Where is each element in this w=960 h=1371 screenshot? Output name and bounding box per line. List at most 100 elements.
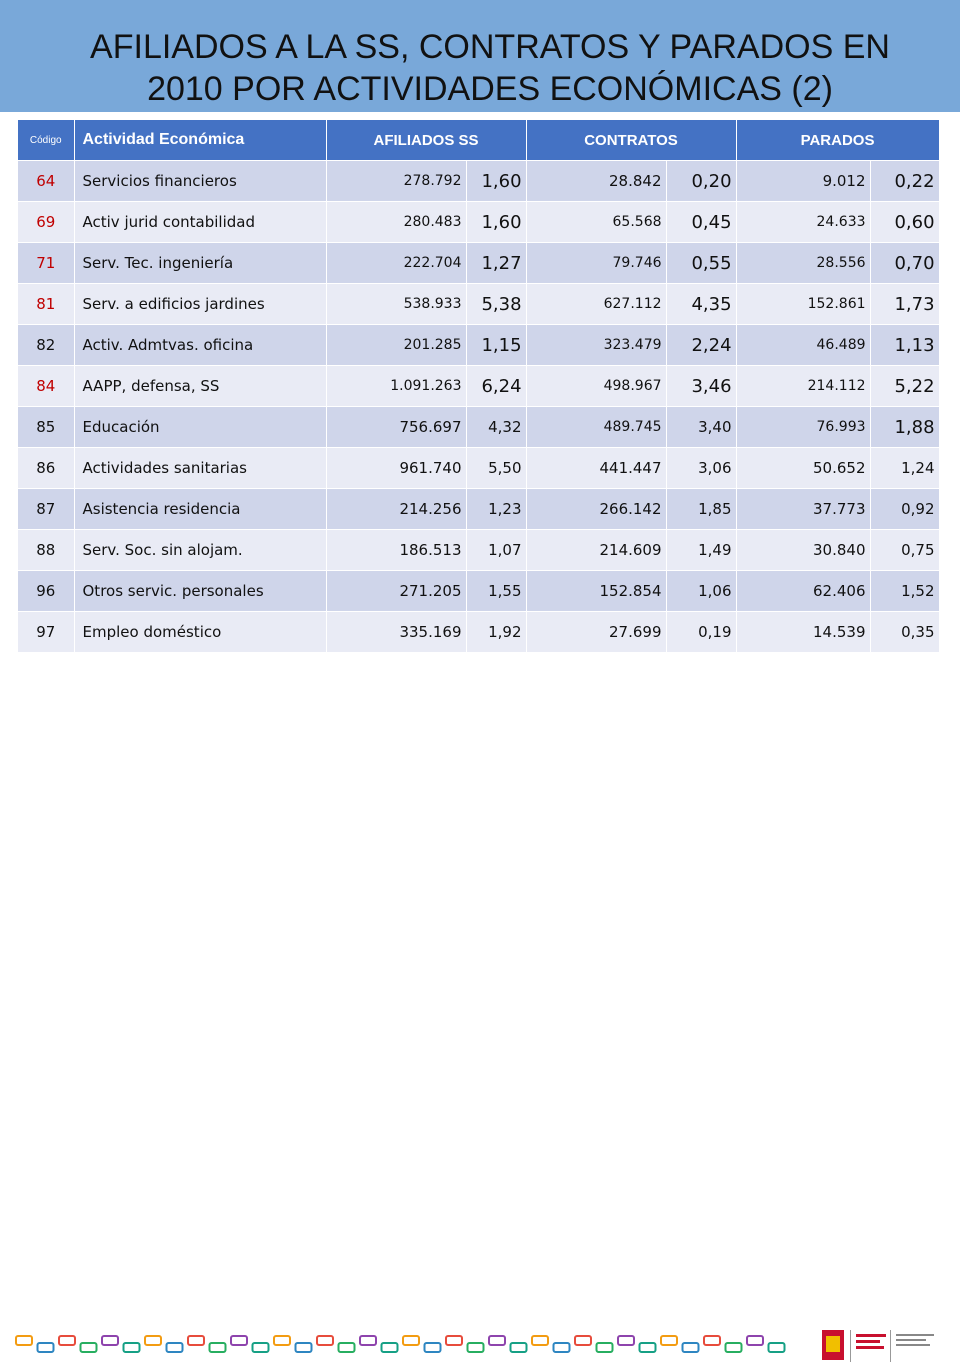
header-afiliados: AFILIADOS SS: [326, 120, 527, 161]
cell-contratos: 266.142: [526, 488, 667, 530]
cell-activity: Otros servic. personales: [74, 570, 327, 612]
cell-code: 84: [18, 365, 75, 407]
cell-parados: 24.633: [736, 201, 871, 243]
cell-afiliados-pct: 6,24: [466, 365, 527, 407]
cell-code: 81: [18, 283, 75, 325]
cell-afiliados: 335.169: [326, 611, 467, 652]
cell-contratos: 489.745: [526, 406, 667, 448]
cell-parados: 76.993: [736, 406, 871, 448]
table-row: 64 Servicios financieros 278.792 1,60 28.842…: [18, 160, 940, 202]
cell-contratos: 498.967: [526, 365, 667, 407]
cell-parados-pct: 1,24: [870, 447, 940, 489]
cell-contratos: 27.699: [526, 611, 667, 652]
header-parados: PARADOS: [736, 120, 940, 161]
chain-links-icon: [15, 1335, 786, 1353]
footer: [0, 662, 960, 1366]
cell-contratos: 79.746: [526, 242, 667, 284]
table-row: 88 Serv. Soc. sin alojam. 186.513 1,07 214.6…: [18, 529, 940, 571]
cell-parados: 214.112: [736, 365, 871, 407]
cell-afiliados-pct: 1,07: [466, 529, 527, 571]
cell-code: 64: [18, 160, 75, 202]
table-row: 81 Serv. a edificios jardines 538.933 5,38 6…: [18, 283, 940, 325]
cell-parados: 62.406: [736, 570, 871, 612]
cell-afiliados: 756.697: [326, 406, 467, 448]
cell-activity: Empleo doméstico: [74, 611, 327, 652]
cell-contratos: 152.854: [526, 570, 667, 612]
table-row: 96 Otros servic. personales 271.205 1,55 152…: [18, 570, 940, 612]
table-row: 97 Empleo doméstico 335.169 1,92 27.699 0,19 1…: [18, 611, 940, 652]
cell-afiliados-pct: 1,15: [466, 324, 527, 366]
cell-code: 71: [18, 242, 75, 284]
cell-afiliados: 961.740: [326, 447, 467, 489]
cell-contratos-pct: 2,24: [666, 324, 737, 366]
cell-code: 69: [18, 201, 75, 243]
cell-afiliados: 278.792: [326, 160, 467, 202]
cell-parados-pct: 0,60: [870, 201, 940, 243]
cell-activity: Actividades sanitarias: [74, 447, 327, 489]
cell-parados-pct: 1,52: [870, 570, 940, 612]
cell-code: 87: [18, 488, 75, 530]
cell-afiliados: 271.205: [326, 570, 467, 612]
cell-parados: 152.861: [736, 283, 871, 325]
cell-parados-pct: 0,35: [870, 611, 940, 652]
activities-table: Código Actividad Económica AFILIADOS SS …: [18, 120, 940, 652]
cell-parados-pct: 0,22: [870, 160, 940, 202]
cell-parados: 50.652: [736, 447, 871, 489]
cell-code: 97: [18, 611, 75, 652]
cell-afiliados-pct: 1,27: [466, 242, 527, 284]
cell-activity: Serv. Soc. sin alojam.: [74, 529, 327, 571]
cell-contratos-pct: 1,06: [666, 570, 737, 612]
table-row: 69 Activ jurid contabilidad 280.483 1,60 65.…: [18, 201, 940, 243]
title-line-2: 2010 POR ACTIVIDADES ECONÓMICAS (2): [147, 70, 833, 108]
cell-afiliados: 201.285: [326, 324, 467, 366]
cell-code: 85: [18, 406, 75, 448]
cell-contratos-pct: 1,85: [666, 488, 737, 530]
cell-contratos-pct: 0,45: [666, 201, 737, 243]
cell-afiliados-pct: 1,60: [466, 160, 527, 202]
table-row: 87 Asistencia residencia 214.256 1,23 266.14…: [18, 488, 940, 530]
table-row: 86 Actividades sanitarias 961.740 5,50 441.4…: [18, 447, 940, 489]
cell-contratos: 214.609: [526, 529, 667, 571]
table-row: 71 Serv. Tec. ingeniería 222.704 1,27 79.746…: [18, 242, 940, 284]
cell-activity: Serv. Tec. ingeniería: [74, 242, 327, 284]
cell-contratos-pct: 4,35: [666, 283, 737, 325]
cell-parados-pct: 1,73: [870, 283, 940, 325]
cell-afiliados: 1.091.263: [326, 365, 467, 407]
header-code: Código: [18, 120, 75, 161]
cell-afiliados-pct: 5,50: [466, 447, 527, 489]
cell-parados-pct: 0,70: [870, 242, 940, 284]
government-logo-icon: [818, 1326, 942, 1366]
cell-activity: AAPP, defensa, SS: [74, 365, 327, 407]
cell-parados: 9.012: [736, 160, 871, 202]
cell-afiliados-pct: 1,23: [466, 488, 527, 530]
cell-parados: 30.840: [736, 529, 871, 571]
table-row: 85 Educación 756.697 4,32 489.745 3,40 76.993 1…: [18, 406, 940, 448]
cell-code: 88: [18, 529, 75, 571]
cell-afiliados-pct: 1,55: [466, 570, 527, 612]
cell-contratos-pct: 0,19: [666, 611, 737, 652]
cell-parados-pct: 0,92: [870, 488, 940, 530]
cell-contratos: 65.568: [526, 201, 667, 243]
cell-afiliados: 214.256: [326, 488, 467, 530]
cell-activity: Activ. Admtvas. oficina: [74, 324, 327, 366]
table-row: 82 Activ. Admtvas. oficina 201.285 1,15 323.…: [18, 324, 940, 366]
header-activity: Actividad Económica: [74, 120, 327, 161]
cell-activity: Servicios financieros: [74, 160, 327, 202]
table-body: 64 Servicios financieros 278.792 1,60 28.842…: [18, 160, 940, 652]
cell-code: 86: [18, 447, 75, 489]
cell-parados: 37.773: [736, 488, 871, 530]
cell-contratos-pct: 0,55: [666, 242, 737, 284]
cell-contratos-pct: 3,46: [666, 365, 737, 407]
cell-parados: 14.539: [736, 611, 871, 652]
cell-afiliados: 222.704: [326, 242, 467, 284]
cell-afiliados-pct: 1,92: [466, 611, 527, 652]
cell-afiliados-pct: 4,32: [466, 406, 527, 448]
cell-activity: Asistencia residencia: [74, 488, 327, 530]
title-line-1: AFILIADOS A LA SS, CONTRATOS Y PARADOS E…: [90, 28, 890, 66]
cell-afiliados: 280.483: [326, 201, 467, 243]
cell-afiliados: 538.933: [326, 283, 467, 325]
table-row: 84 AAPP, defensa, SS 1.091.263 6,24 498.967 3…: [18, 365, 940, 407]
cell-parados: 46.489: [736, 324, 871, 366]
cell-contratos-pct: 3,40: [666, 406, 737, 448]
slide-title: AFILIADOS A LA SS, CONTRATOS Y PARADOS E…: [30, 26, 950, 110]
